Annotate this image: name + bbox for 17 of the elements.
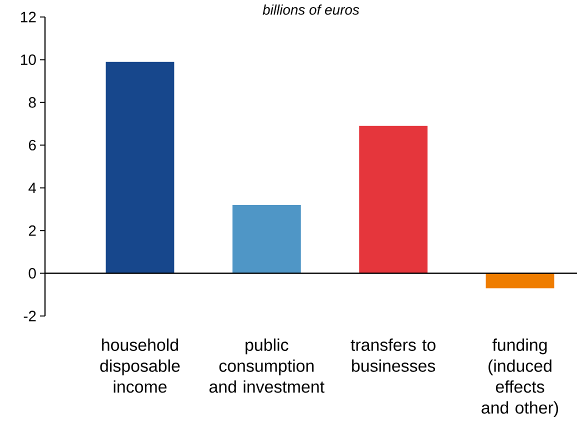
x-tick-label: household disposable income xyxy=(100,338,180,393)
y-tick-label: -2 xyxy=(24,310,36,322)
x-tick-label: funding (induced effects and other) xyxy=(482,338,558,418)
chart-subtitle: billions of euros xyxy=(262,4,360,15)
y-tick-label: 10 xyxy=(21,54,36,65)
y-tick-label: 12 xyxy=(21,12,36,22)
y-tick-label: 4 xyxy=(28,182,36,193)
bar xyxy=(359,126,428,274)
y-tick-label: 8 xyxy=(28,97,36,108)
bar xyxy=(232,204,301,274)
x-tick-label: transfers to businesses xyxy=(350,338,436,372)
bar xyxy=(486,273,554,288)
x-tick-label: public consumption and investment xyxy=(209,338,324,393)
y-tick-label: 2 xyxy=(28,225,36,236)
bar xyxy=(106,62,174,274)
y-tick-label: 6 xyxy=(28,140,36,150)
y-tick-label: 0 xyxy=(28,268,36,279)
